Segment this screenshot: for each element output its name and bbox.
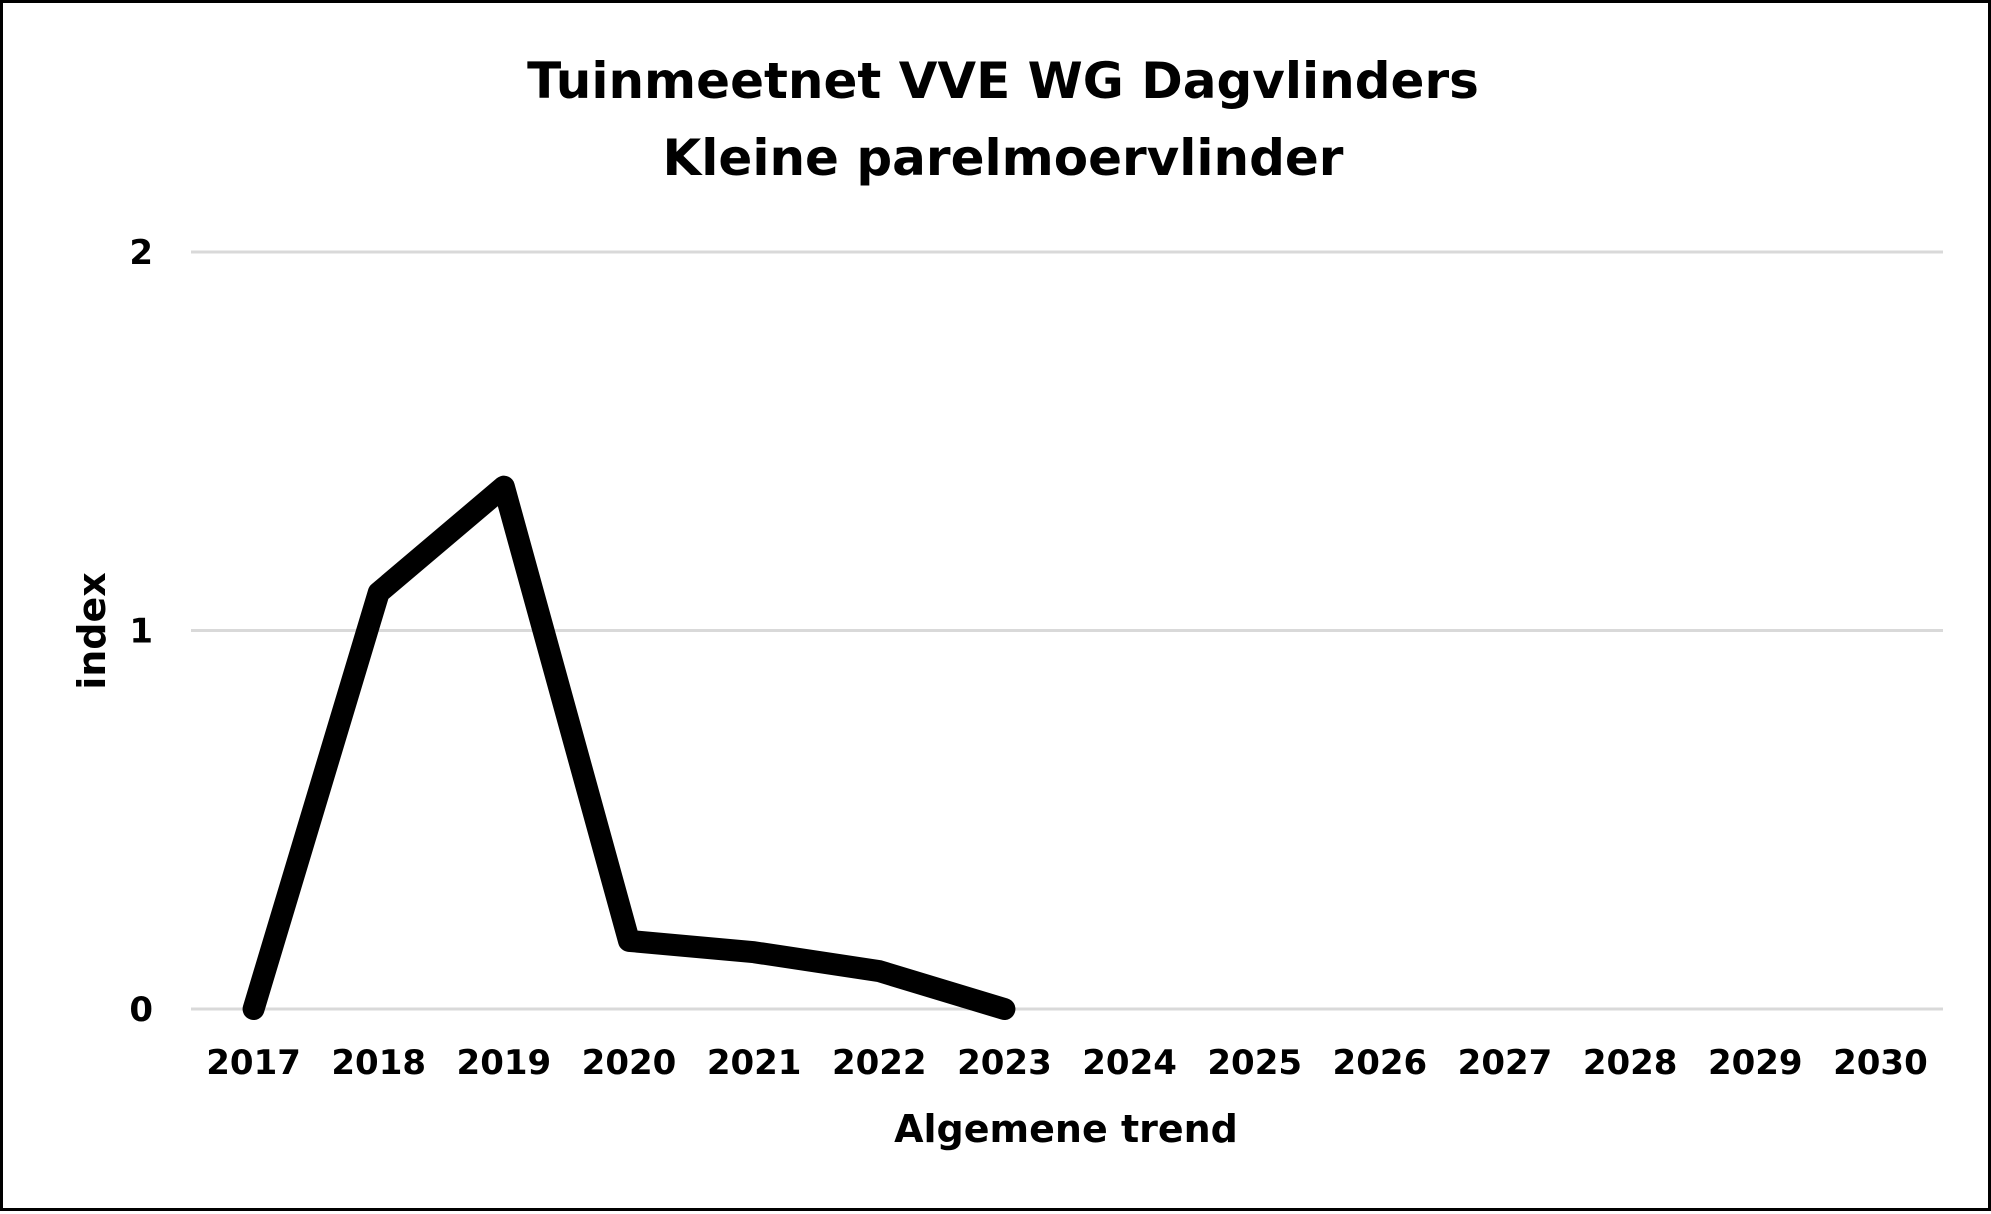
x-axis-title: Algemene trend <box>894 1107 1238 1151</box>
x-tick-label: 2029 <box>1708 1043 1803 1083</box>
y-tick-label: 0 <box>129 990 153 1030</box>
x-tick-label: 2027 <box>1458 1043 1553 1083</box>
x-tick-label: 2025 <box>1207 1043 1302 1083</box>
chart-subtitle: Kleine parelmoervlinder <box>663 129 1344 187</box>
x-tick-label: 2021 <box>707 1043 802 1083</box>
x-tick-label: 2018 <box>331 1043 426 1083</box>
x-tick-label: 2030 <box>1833 1043 1928 1083</box>
x-tick-label: 2022 <box>832 1043 927 1083</box>
x-tick-label: 2026 <box>1333 1043 1428 1083</box>
y-tick-label: 2 <box>129 233 153 273</box>
series-line <box>254 487 1005 1009</box>
x-tick-label: 2024 <box>1082 1043 1177 1083</box>
y-axis-title: index <box>70 572 114 690</box>
x-axis-ticks: 2017 2018 2019 2020 2021 2022 2023 2024 2025 2026… <box>206 1043 1927 1083</box>
x-tick-label: 2017 <box>206 1043 301 1083</box>
x-tick-label: 2020 <box>582 1043 677 1083</box>
x-tick-label: 2019 <box>457 1043 552 1083</box>
chart-svg: Tuinmeetnet VVE WG Dagvlinders Kleine pa… <box>3 3 1991 1214</box>
y-axis-ticks: 0 1 2 <box>129 233 153 1030</box>
x-tick-label: 2028 <box>1583 1043 1678 1083</box>
x-tick-label: 2023 <box>957 1043 1052 1083</box>
chart-title: Tuinmeetnet VVE WG Dagvlinders <box>527 52 1479 110</box>
series-layer <box>254 487 1005 1009</box>
gridlines <box>191 252 1943 1009</box>
y-tick-label: 1 <box>129 612 153 652</box>
